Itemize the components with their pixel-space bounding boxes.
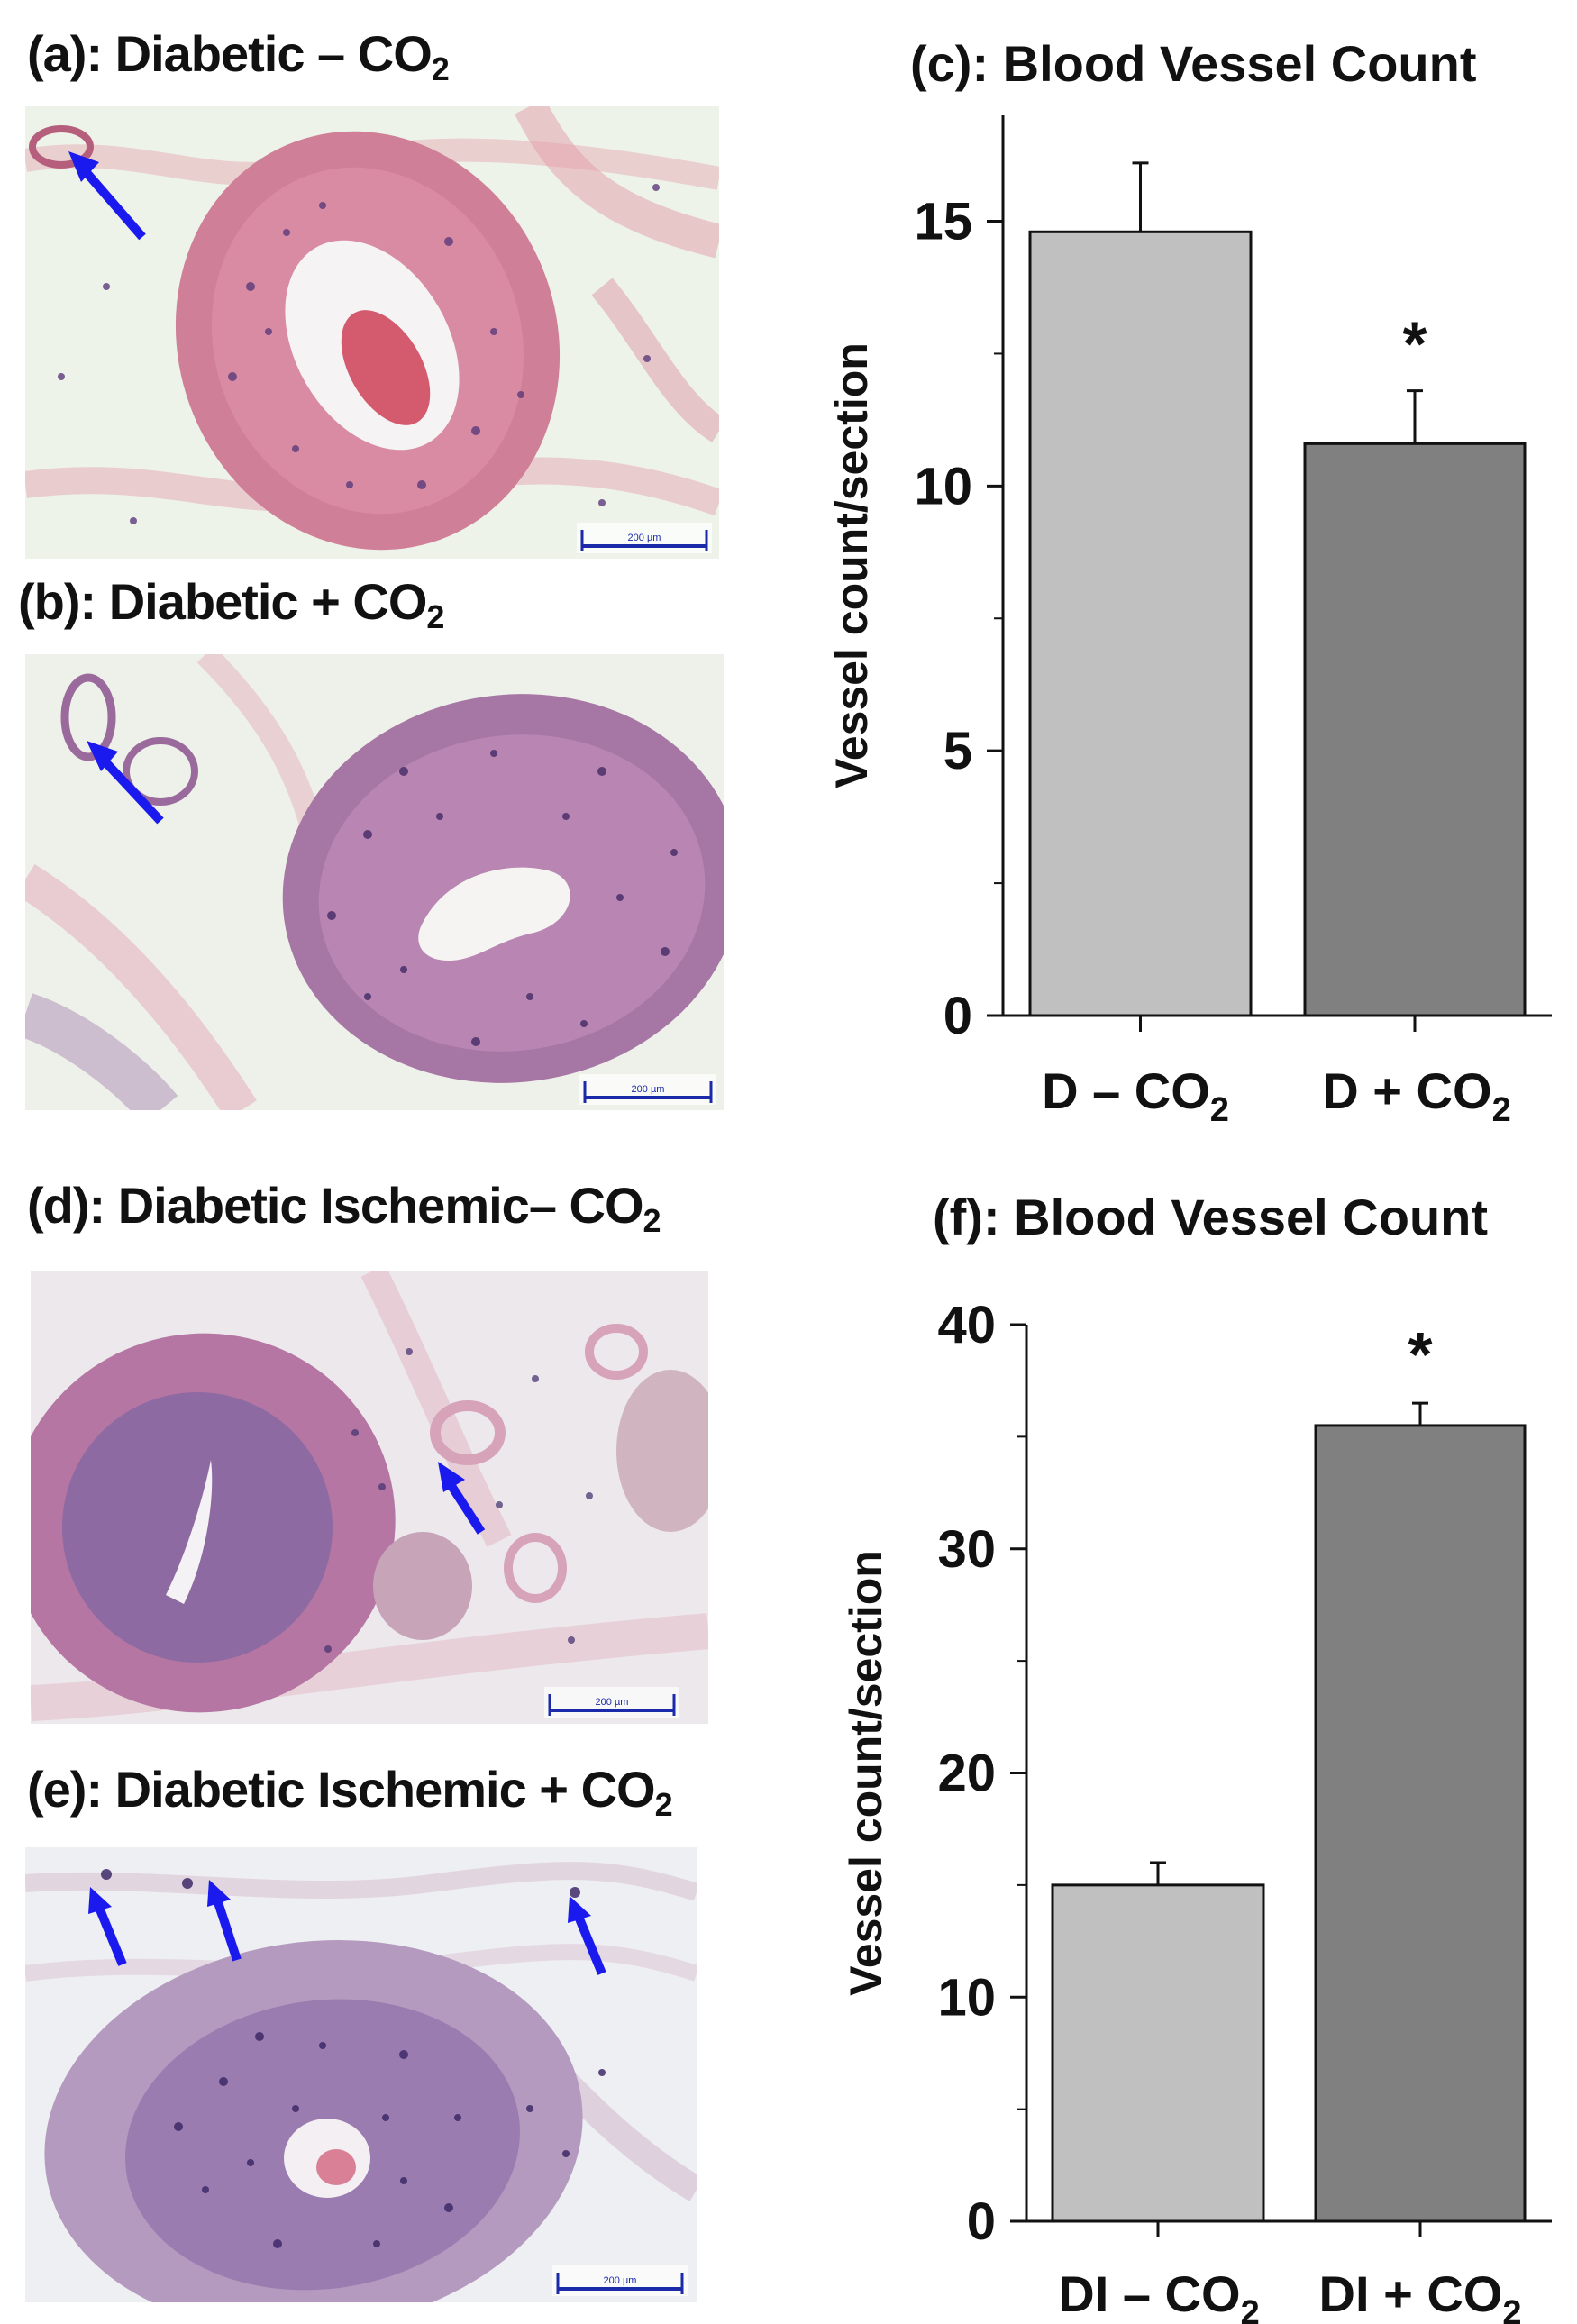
panel-e-title-text: (e): Diabetic Ischemic + CO [27, 1761, 656, 1818]
arrow-icon [94, 750, 164, 825]
chart-c-significance-marker: * [1402, 309, 1427, 379]
scale-bar-label-d: 200 µm [596, 1697, 629, 1708]
arrow-head-icon-2 [207, 1880, 231, 1907]
chart-f-ytick-label: 30 [937, 1520, 996, 1579]
panel-b-title-subscript: 2 [426, 598, 444, 635]
chart-f-bar-1 [1051, 1883, 1265, 2223]
chart-f-ytick-label: 20 [937, 1745, 996, 1803]
micrograph-d: 200 µm [31, 1271, 708, 1724]
chart-f-title: (f): Blood Vessel Count [933, 1189, 1488, 1245]
chart-c-ylabel: Vessel count/section [826, 342, 877, 788]
chart-f-ytick-label: 40 [937, 1296, 996, 1354]
arrow-head-icon [87, 741, 118, 771]
panel-e-title: (e): Diabetic Ischemic + CO2 [27, 1761, 673, 1823]
arrow-head-icon-1 [88, 1887, 112, 1914]
arrow-icon [74, 159, 146, 241]
scale-bar-label-b: 200 µm [632, 1084, 665, 1095]
panel-d-title-text: (d): Diabetic Ischemic– CO [27, 1177, 644, 1234]
panel-b-title: (b): Diabetic + CO2 [18, 577, 444, 635]
chart-f-significance-marker: * [1408, 1319, 1433, 1390]
panel-d-title-subscript: 2 [643, 1202, 661, 1239]
micrograph-e: 200 µm [25, 1847, 697, 2302]
arrow-head-icon [68, 151, 99, 182]
arrow-icon-2 [212, 1895, 242, 1962]
micrograph-b: 200 µm [25, 654, 724, 1110]
scale-bar-label-e: 200 µm [604, 2275, 637, 2286]
chart-f-category-label-1: DI – CO2 [1058, 2265, 1259, 2324]
micrograph-d-image: 200 µm [31, 1271, 708, 1724]
chart-c-bar-1 [1028, 230, 1253, 1017]
chart-c-category-label-2: D + CO2 [1322, 1062, 1510, 1129]
micrograph-a-image: 200 µm [25, 106, 719, 559]
chart-f-bar-2 [1314, 1424, 1527, 2223]
panel-a-title-subscript: 2 [431, 50, 450, 87]
panel-a-title: (a): Diabetic – CO2 [27, 29, 450, 87]
panel-a-title-text: (a): Diabetic – CO [27, 25, 433, 82]
panel-e-title-subscript: 2 [654, 1786, 673, 1823]
chart-f-category-label-2: DI + CO2 [1319, 2265, 1522, 2324]
panel-b-title-text: (b): Diabetic + CO [18, 573, 427, 630]
chart-c-category-label-1: D – CO2 [1042, 1062, 1229, 1129]
micrograph-b-image: 200 µm [25, 654, 724, 1110]
arrow-head-icon-3 [568, 1896, 591, 1923]
micrograph-e-image: 200 µm [25, 1847, 697, 2302]
chart-f-ylabel: Vessel count/section [841, 1550, 891, 1996]
arrow-icon-1 [93, 1901, 127, 1966]
scale-bar-label-a: 200 µm [628, 533, 661, 543]
arrow-icon-3 [572, 1910, 606, 1975]
chart-c-bar-2 [1303, 442, 1527, 1017]
arrow-head-icon [438, 1462, 465, 1492]
chart-c-title: (c): Blood Vessel Count [910, 35, 1477, 92]
chart-c-ytick-label: 0 [943, 987, 972, 1045]
chart-f-ytick-label: 0 [967, 2192, 996, 2251]
chart-f-ytick-label: 10 [937, 1968, 996, 2027]
micrograph-a: 200 µm [25, 106, 719, 559]
chart-c-ytick-label: 15 [914, 193, 972, 251]
chart-c-ytick-label: 10 [914, 457, 972, 515]
chart-c-ytick-label: 5 [943, 722, 972, 780]
panel-d-title: (d): Diabetic Ischemic– CO2 [27, 1180, 661, 1237]
